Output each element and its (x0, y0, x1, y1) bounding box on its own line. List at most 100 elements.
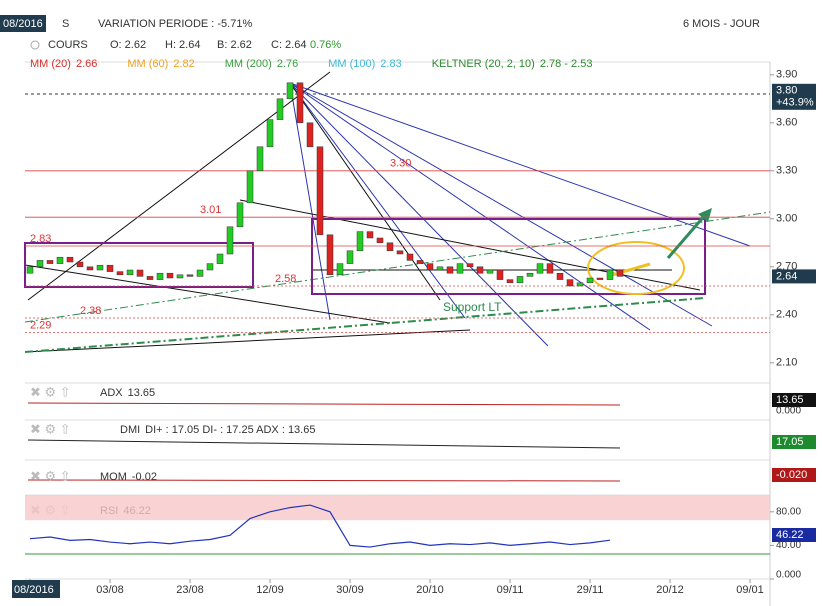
indicator-name: KELTNER (20, 2, 10) (432, 58, 535, 70)
indicator-name: MM (20) (30, 58, 71, 70)
candle-body (146, 276, 154, 280)
range: 6 MOIS - JOUR (683, 18, 760, 30)
indicator-value: 2.82 (173, 58, 194, 70)
candle-body (446, 266, 454, 274)
candle-body (266, 119, 274, 148)
candle-body (106, 264, 114, 272)
x-tick-label: 08/2016 (14, 584, 54, 596)
quote-high: H: 2.64 (165, 39, 200, 51)
rsi-tick-label: 0.000 (776, 570, 801, 581)
candle-body (616, 269, 624, 277)
candle-body (176, 274, 184, 279)
fan-lines (289, 82, 751, 347)
candle-body (456, 263, 464, 274)
rsi-line (29, 504, 611, 548)
candle-body (216, 253, 224, 264)
candle-body (436, 266, 444, 271)
panel-icons: ✖ ⚙ ⇧ (30, 384, 71, 399)
panel-badge-label: -0.020 (776, 469, 807, 481)
candle-body (376, 237, 384, 244)
candle-body (546, 263, 554, 274)
candle-body (486, 269, 494, 274)
x-tick-label: 09/01 (736, 584, 764, 596)
panel-badge-label: 17.05 (776, 436, 804, 448)
candle-body (186, 274, 194, 277)
price-badge-label: 3.80 (776, 85, 797, 97)
indicator-value: 2.83 (380, 58, 401, 70)
candle-body (206, 263, 214, 271)
candle-body (506, 279, 514, 284)
panel-badge-label: 13.65 (776, 394, 804, 406)
candle-body (256, 146, 264, 172)
symbol: S (62, 18, 69, 30)
gear-icon[interactable] (30, 40, 40, 50)
candle-body (396, 250, 404, 255)
quote-open: O: 2.62 (110, 39, 146, 51)
panel-value: DI+ : 17.05 DI- : 17.25 ADX : 13.65 (145, 424, 315, 436)
candle-body (426, 263, 434, 271)
candle-body (126, 269, 134, 276)
panel-axis-label: 0.000 (776, 406, 801, 417)
panel-value: 13.65 (128, 387, 156, 399)
level-label: 3.30 (390, 158, 411, 170)
indicator-name: MM (100) (328, 58, 375, 70)
variation: VARIATION PERIODE : -5.71% (98, 18, 252, 30)
dmi-line (27, 439, 621, 449)
indicator-value: 2.78 - 2.53 (540, 58, 593, 70)
adx-line (27, 402, 621, 406)
candle-body (76, 261, 84, 268)
candle-body (156, 272, 164, 280)
x-tick-label: 23/08 (176, 584, 204, 596)
y-tick-label: 3.90 (776, 69, 797, 81)
panel-icons: ✖ ⚙ ⇧ (30, 421, 71, 436)
candle-body (536, 263, 544, 274)
quote-change: 0.76% (310, 39, 341, 51)
panel-badge (772, 435, 816, 449)
indicator-value: 2.66 (76, 58, 97, 70)
candle-body (86, 266, 94, 271)
x-tick-label: 12/09 (256, 584, 284, 596)
candle-body (236, 202, 244, 228)
quote-close: C: 2.64 (271, 39, 306, 51)
annotation: Support LT (443, 300, 502, 314)
panel-title: DMI (120, 424, 140, 436)
indicator-name: MM (200) (225, 58, 272, 70)
candle-body (306, 122, 314, 148)
price-badge-sub: +43.9% (776, 97, 814, 109)
price-badge (772, 83, 816, 110)
candle-body (356, 231, 364, 252)
candle-body (606, 269, 614, 280)
arrow (666, 213, 708, 259)
indicator-value: 2.76 (277, 58, 298, 70)
candle-body (56, 256, 64, 264)
candle-body (36, 260, 44, 268)
y-tick-label: 3.30 (776, 165, 797, 177)
period-box (0, 15, 46, 32)
price-badge-label: 2.64 (776, 270, 797, 282)
panel-icons: ✖ ⚙ ⇧ (30, 468, 71, 483)
panel-badge-label: 46.22 (776, 529, 804, 541)
rsi-tick-label: 80.00 (776, 506, 801, 517)
candle-body (526, 272, 534, 277)
panel-badge (772, 528, 816, 542)
candle-body (96, 264, 104, 271)
indicator-name: MM (60) (127, 58, 168, 70)
level-label: 2.83 (30, 233, 51, 245)
x-tick-label: 20/10 (416, 584, 444, 596)
candle-body (326, 234, 334, 276)
candle-body (366, 231, 374, 239)
candle-body (336, 263, 344, 276)
candle-body (496, 269, 504, 280)
x-tick-box (12, 580, 60, 598)
panel-title: ADX (100, 387, 123, 399)
level-label: 2.29 (30, 319, 51, 331)
rsi-overbought-band (25, 495, 770, 521)
candle-body (196, 269, 204, 277)
candle-body (556, 272, 564, 280)
candle-body (516, 276, 524, 284)
candle-body (386, 242, 394, 252)
period-label: 08/2016 (3, 18, 43, 30)
y-tick-label: 3.60 (776, 117, 797, 129)
